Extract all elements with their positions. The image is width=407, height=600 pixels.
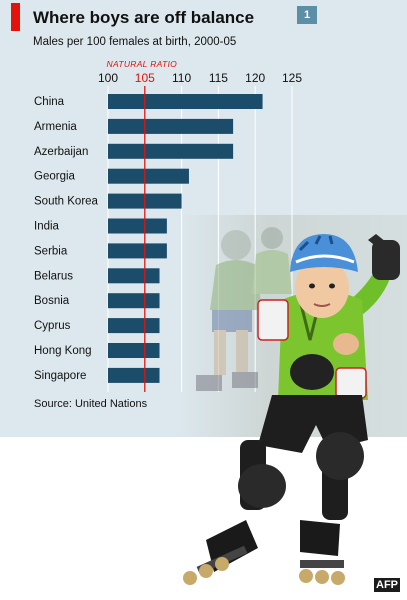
category-label: Singapore	[34, 370, 86, 382]
x-tick-label: 115	[209, 71, 228, 85]
category-label: Cyprus	[34, 320, 71, 332]
category-label: China	[34, 96, 65, 108]
brand-red-tab	[11, 3, 20, 31]
x-tick-label: 105	[135, 71, 155, 85]
category-label: Azerbaijan	[34, 146, 88, 158]
x-tick-label: 125	[282, 71, 302, 85]
category-label: South Korea	[34, 196, 99, 208]
reference-line-label: NATURAL RATIO	[107, 59, 178, 69]
category-label: Belarus	[34, 270, 73, 282]
bar-bosnia	[108, 293, 160, 309]
bar-armenia	[108, 118, 234, 134]
chart-subtitle: Males per 100 females at birth, 2000-05	[33, 36, 237, 48]
bar-china	[108, 94, 263, 109]
photo-credit: AFP	[374, 578, 400, 592]
bar-azerbaijan	[108, 143, 234, 159]
bar-singapore	[108, 367, 160, 383]
category-label: Georgia	[34, 171, 76, 183]
bar-hong-kong	[108, 343, 160, 358]
bar-india	[108, 218, 167, 234]
bar-georgia	[108, 168, 189, 184]
x-tick-label: 110	[172, 71, 191, 85]
background-skaters-image	[196, 227, 292, 391]
bar-cyprus	[108, 318, 160, 334]
chart-title: Where boys are off balance	[33, 8, 255, 27]
category-label: Armenia	[34, 121, 77, 133]
bar-belarus	[108, 268, 160, 284]
category-label: India	[34, 221, 60, 233]
chart-number-badge: 1	[297, 6, 317, 24]
skater-boy-image	[183, 234, 400, 585]
category-label: Hong Kong	[34, 345, 92, 357]
chart-source: Source: United Nations	[34, 398, 148, 410]
category-label: Serbia	[34, 245, 68, 257]
bar-serbia	[108, 243, 167, 259]
category-label: Bosnia	[34, 295, 70, 307]
x-tick-label: 100	[98, 71, 118, 85]
x-tick-label: 120	[245, 71, 265, 85]
